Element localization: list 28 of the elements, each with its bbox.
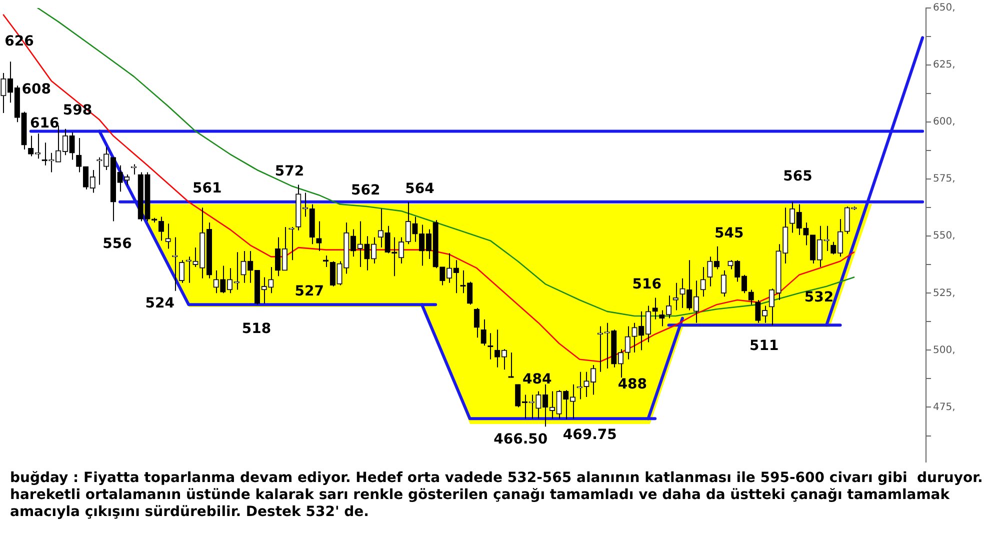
annotation: 518 [242,320,272,337]
annotation: 524 [145,296,175,312]
annotation: 556 [102,236,132,252]
annotation: 527 [294,284,324,300]
annotation: 572 [274,164,304,180]
annotation: 488 [618,376,648,393]
annotation: 616 [30,116,60,132]
annotation: 516 [632,276,662,292]
y-tick-label: 600, [933,116,956,128]
annotation: 532 [804,290,834,306]
annotation: 608 [22,82,51,98]
annotation: 484 [522,372,552,388]
y-tick-label: 625, [933,60,956,71]
annotation: 562 [350,182,380,198]
y-tick-label: 500, [933,344,956,356]
annotation: 565 [783,168,812,185]
annotation: 561 [192,180,222,197]
annotation: 511 [750,338,779,354]
annotation: 466.50 [494,432,548,448]
y-tick-label: 650, [933,2,956,14]
annotation: 469.75 [562,426,617,443]
y-tick-label: 525, [933,288,956,299]
y-tick-label: 550, [933,230,956,242]
y-tick-label: 575, [933,174,956,185]
annotation: 564 [405,180,435,197]
annotation: 545 [714,226,744,242]
y-tick-label: 475, [933,402,956,413]
text: buğday : Fiyatta toparlanma devam ediyor. Hedef orta vadede 532-565 alanının katlanması ile 595-600 civarı gibi duruyor. hareketli ortalamanın üstünde kalarak sarı renkle gösterilen çanağı tamamladı ve daha da üstteki çanağı tamamlamak amacıyla çıkışını sürdürebilir. Destek 532' de. [10,470,984,521]
